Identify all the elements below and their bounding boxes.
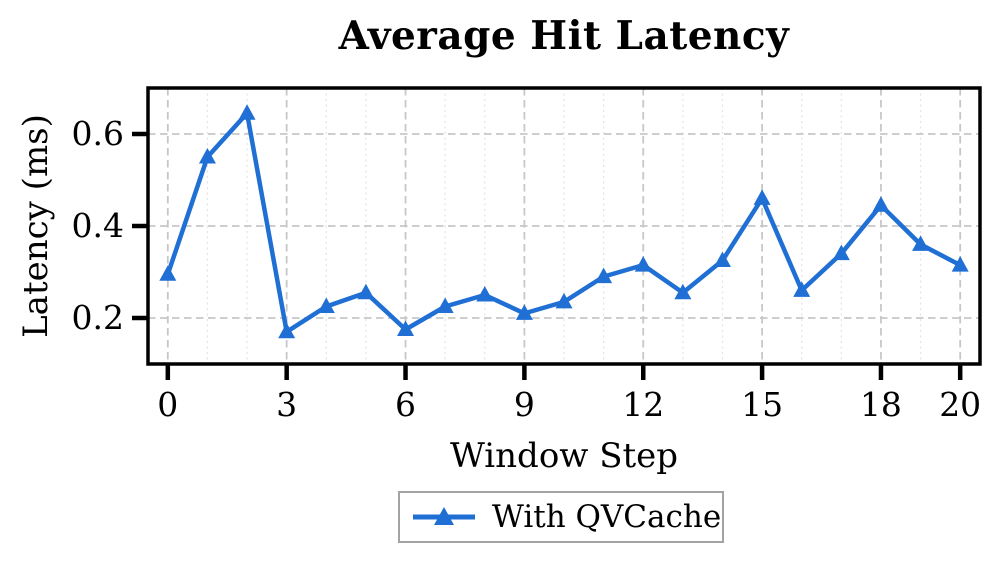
data-point-marker [555, 292, 573, 309]
data-point-marker [753, 189, 771, 205]
legend: With QVCache [398, 491, 724, 543]
data-point-marker [436, 297, 454, 313]
data-point-marker [238, 104, 256, 120]
legend-line-marker-icon [413, 507, 475, 525]
x-tick-label: 9 [514, 385, 535, 424]
data-point-marker [674, 283, 692, 300]
data-point-marker [317, 297, 335, 313]
data-point-marker [912, 235, 930, 251]
legend-label: With QVCache [492, 499, 722, 535]
x-tick-label: 0 [157, 385, 178, 424]
y-tick-label: 0.6 [72, 114, 124, 153]
chart-title: Average Hit Latency [338, 13, 790, 59]
y-tick-label: 0.2 [72, 298, 124, 337]
x-tick-label: 3 [276, 385, 297, 424]
data-point-marker [397, 320, 415, 336]
data-point-marker [713, 251, 731, 267]
data-point-marker [159, 265, 177, 281]
y-tick-label: 0.4 [72, 206, 124, 245]
data-point-marker [515, 304, 533, 320]
data-point-marker [832, 244, 850, 261]
data-point-marker [872, 196, 890, 212]
data-point-marker [476, 286, 494, 302]
data-point-marker [595, 267, 613, 284]
legend-triangle-marker [434, 507, 454, 525]
data-point-marker [357, 283, 375, 300]
x-tick-label: 18 [860, 385, 902, 424]
latency-line-chart: 0 3 6 9 12 15 18 20 0.2 0.4 0.6 [72, 86, 982, 424]
x-tick-label: 12 [622, 385, 664, 424]
data-point-marker [951, 256, 969, 272]
x-tick-label: 6 [395, 385, 416, 424]
data-point-marker [278, 322, 296, 339]
x-axis-label: Window Step [449, 436, 679, 476]
data-point-marker [198, 148, 216, 164]
x-tick-label: 15 [741, 385, 783, 424]
x-tick-label: 20 [939, 385, 981, 424]
data-point-marker [793, 281, 811, 297]
plot-border [146, 86, 982, 366]
data-point-marker [634, 256, 652, 272]
